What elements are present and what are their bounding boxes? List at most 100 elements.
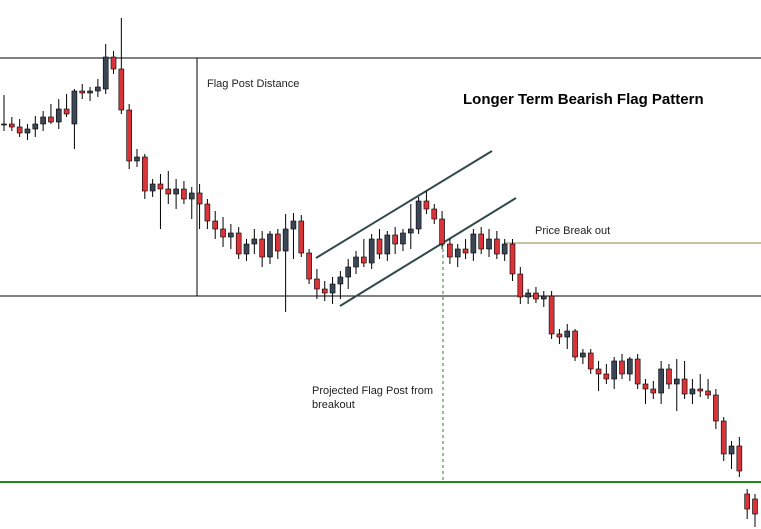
candle-body — [48, 116, 54, 123]
candle-body — [314, 278, 320, 290]
candle-body — [580, 352, 586, 358]
candle-body — [462, 248, 469, 254]
candle-body — [525, 292, 531, 298]
candle-body — [361, 256, 367, 264]
candle-body — [63, 108, 70, 115]
candle-body — [650, 388, 657, 394]
candle-body — [251, 238, 258, 245]
candle-body — [447, 243, 453, 258]
candle-body — [102, 56, 109, 90]
candle-body — [290, 220, 297, 230]
candle-body — [1, 123, 7, 126]
candle-body — [744, 493, 750, 510]
candle-body — [71, 90, 78, 125]
candle-body — [321, 288, 328, 294]
candle-body — [376, 238, 383, 255]
candle-body — [720, 420, 727, 455]
candle-body — [681, 378, 688, 395]
candle-body — [587, 352, 594, 370]
candle-body — [501, 243, 508, 255]
candle-body — [658, 368, 664, 394]
channel-upper — [315, 150, 493, 259]
candle-body — [603, 373, 610, 380]
annotation: Flag Post Distance — [207, 78, 299, 90]
candle-body — [595, 368, 602, 375]
channel-lower — [339, 197, 517, 307]
candle-body — [298, 220, 305, 254]
candle-body — [79, 90, 86, 94]
candle-body — [470, 233, 477, 254]
candle-body — [564, 330, 571, 338]
candle-body — [134, 156, 140, 162]
candle-body — [666, 368, 672, 385]
candle-body — [55, 108, 62, 123]
candle-body — [611, 360, 617, 380]
annotation: Price Break out — [535, 225, 610, 237]
candle-body — [9, 123, 15, 128]
candle-body — [392, 234, 398, 245]
candle-body — [337, 276, 344, 285]
candle-body — [259, 238, 265, 258]
candle-body — [540, 295, 547, 300]
candle-body — [728, 445, 735, 455]
candle-body — [478, 233, 484, 250]
candle-body — [353, 256, 359, 268]
candle-body — [400, 232, 406, 245]
annotation: Projected Flag Post from — [312, 385, 433, 397]
candle-body — [228, 232, 234, 238]
candle-body — [572, 330, 578, 358]
candle-body — [556, 333, 563, 338]
candle-body — [713, 394, 719, 422]
candle-body — [126, 109, 132, 162]
candle-body — [243, 243, 250, 255]
candle-body — [705, 390, 711, 396]
candle-body — [368, 238, 375, 264]
candle-body — [454, 248, 461, 258]
candle-body — [24, 128, 31, 134]
annotation: breakout — [312, 399, 355, 411]
candle-body — [181, 188, 187, 200]
candle-body — [220, 228, 226, 238]
candle-body — [673, 378, 680, 385]
candle-body — [165, 188, 172, 195]
candle-body — [517, 273, 524, 298]
candle-body — [87, 90, 93, 94]
candle-body — [40, 116, 46, 125]
candle-body — [634, 358, 641, 385]
candle-body — [110, 56, 117, 70]
candle-body — [32, 123, 39, 130]
candle-body — [415, 200, 422, 230]
candle-body — [423, 200, 430, 210]
candle-body — [306, 252, 312, 280]
candle-body — [188, 192, 195, 200]
candle-body — [548, 295, 555, 335]
candle-body — [431, 208, 438, 220]
candle-body — [157, 183, 164, 190]
candle-body — [509, 243, 516, 275]
candle-body — [494, 238, 500, 255]
candle-body — [173, 188, 179, 195]
candle-body — [619, 360, 625, 375]
candle-body — [407, 228, 414, 234]
candle-body — [533, 292, 539, 300]
candle-body — [282, 228, 289, 252]
chart-title: Longer Term Bearish Flag Pattern — [463, 91, 704, 108]
candle-body — [736, 445, 743, 472]
candle-body — [689, 388, 696, 395]
candle-body — [16, 126, 23, 134]
candle-body — [275, 233, 281, 252]
candle-body — [627, 358, 633, 375]
candle-body — [439, 218, 445, 245]
candle-body — [486, 238, 492, 250]
candle-body — [204, 203, 211, 222]
candle-body — [212, 220, 219, 230]
candle-body — [642, 383, 649, 390]
candle-body — [697, 388, 704, 392]
candle-body — [752, 498, 758, 515]
candle-body — [329, 283, 336, 294]
candle-body — [196, 192, 203, 205]
candles — [1, 18, 758, 527]
candle-body — [118, 68, 125, 111]
candle-body — [345, 266, 352, 278]
